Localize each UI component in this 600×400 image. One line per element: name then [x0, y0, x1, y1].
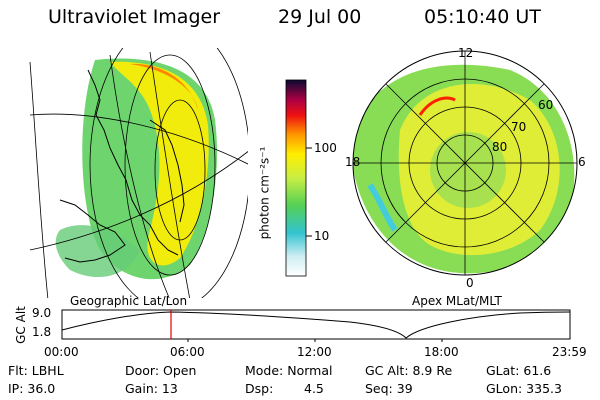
grid-line: [29, 113, 248, 165]
grid-arc: [124, 54, 216, 276]
altitude-ytick-1-8: 1.8: [32, 325, 52, 339]
colorbar-tick-100: 100: [314, 141, 337, 155]
mlt-label-12: 12: [458, 46, 474, 60]
mlt-label-6: 6: [578, 155, 586, 169]
grid-line: [29, 151, 248, 251]
mode-label: Mode: Normal: [245, 363, 333, 378]
dsp-label: Dsp:: [245, 381, 274, 396]
grid-line: [149, 51, 191, 298]
x-tick-1800: 18:00: [424, 345, 459, 359]
grid-arc: [154, 99, 206, 241]
lat-label-70: 70: [511, 120, 527, 134]
polar-aurora-inner: [430, 132, 506, 208]
grid-line: [29, 61, 49, 298]
ip-label: IP: 36.0: [8, 381, 56, 396]
date-label: 29 Jul 00: [278, 6, 362, 28]
altitude-curve: [61, 311, 571, 339]
gc-alt-label: GC Alt: 8.9 Re: [365, 363, 453, 378]
grid-line: [109, 54, 170, 298]
geographic-caption: Geographic Lat/Lon: [70, 294, 188, 308]
grid-arc: [89, 48, 248, 298]
polar-panel: [352, 50, 578, 276]
altitude-plot: [61, 309, 571, 342]
altitude-ytick-9: 9.0: [32, 306, 52, 320]
polar-edge-glow: [367, 183, 398, 232]
door-label: Door: Open: [125, 363, 197, 378]
altitude-frame: [61, 309, 571, 340]
dsp-value: 4.5: [304, 381, 324, 396]
polar-hotspot: [418, 96, 456, 116]
mlt-label-18: 18: [345, 155, 361, 169]
time-label: 05:10:40 UT: [424, 6, 541, 28]
x-tick-1200: 12:00: [297, 345, 332, 359]
x-tick-0000: 00:00: [44, 345, 79, 359]
colorbar-tick-10: 10: [314, 229, 330, 243]
instrument-title: Ultraviolet Imager: [48, 6, 221, 28]
geographic-panel: [29, 48, 248, 298]
mlt-axis-diagonal: [385, 83, 545, 243]
gain-label: Gain: 13: [125, 381, 178, 396]
colorbar-unit-label: photon cm⁻²s⁻¹: [257, 146, 272, 240]
altitude-ylabel: GC Alt: [13, 306, 28, 344]
colorbar: [285, 79, 307, 277]
x-tick-2359: 23:59: [552, 345, 587, 359]
aurora-hotspot: [130, 63, 198, 110]
glat-label: GLat: 61.6: [486, 363, 552, 378]
coastline: [59, 69, 185, 263]
apex-caption: Apex MLat/MLT: [412, 294, 502, 308]
lat-label-60: 60: [538, 98, 554, 112]
lat-label-80: 80: [492, 140, 508, 154]
seq-label: Seq: 39: [365, 381, 413, 396]
filter-label: Flt: LBHL: [8, 363, 64, 378]
glon-label: GLon: 335.3: [486, 381, 562, 396]
mlt-label-0: 0: [466, 276, 474, 290]
aurora-oval-bright: [110, 61, 209, 266]
x-tick-0600: 06:00: [170, 345, 205, 359]
